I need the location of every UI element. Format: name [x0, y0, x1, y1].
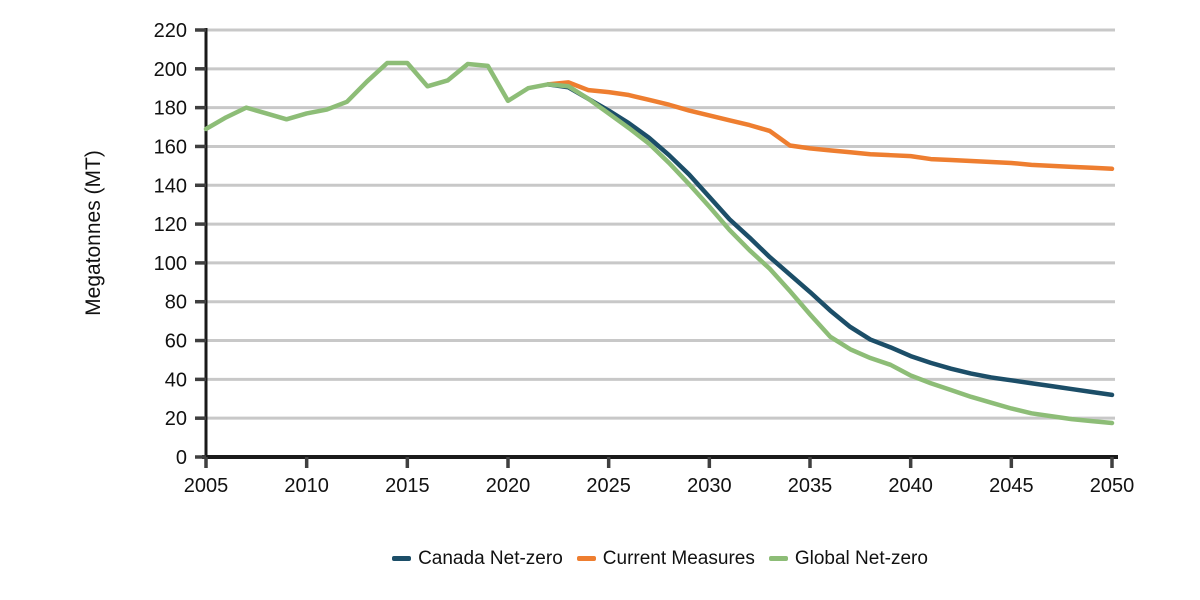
x-tick-labels: 2005 2010 2015 2020 2025 2030 2035 2040 2045 2050 [184, 475, 1135, 497]
svg-text:0: 0 [176, 447, 187, 469]
legend-item-global-net-zero: Global Net-zero [768, 547, 928, 569]
line-canada-net-zero [546, 82, 1115, 398]
svg-text:20: 20 [165, 408, 187, 430]
y-axis-title: Megatonnes (MT) [82, 150, 105, 316]
svg-text:60: 60 [165, 331, 187, 353]
svg-text:2045: 2045 [989, 475, 1034, 497]
svg-text:2050: 2050 [1090, 475, 1135, 497]
svg-text:180: 180 [154, 98, 187, 120]
svg-text:2035: 2035 [788, 475, 833, 497]
svg-text:2015: 2015 [385, 475, 430, 497]
y-tick-labels: 0 20 40 60 80 100 120 140 160 180 200 220 [154, 20, 187, 469]
axes [202, 28, 1118, 459]
series-lines [203, 60, 1115, 426]
svg-text:140: 140 [154, 175, 187, 197]
svg-text:2040: 2040 [888, 475, 933, 497]
svg-text:2020: 2020 [486, 475, 531, 497]
svg-text:2025: 2025 [586, 475, 631, 497]
legend-label-canada-net-zero: Canada Net-zero [418, 547, 563, 569]
line-current-measures [546, 80, 1115, 172]
legend-dash-global-net-zero-icon [768, 555, 788, 561]
svg-text:2010: 2010 [284, 475, 329, 497]
svg-text:120: 120 [154, 214, 187, 236]
legend-label-current-measures: Current Measures [602, 547, 755, 569]
svg-text:80: 80 [165, 292, 187, 314]
legend-dash-current-measures-icon [576, 555, 596, 561]
axis-ticks [195, 28, 1114, 468]
legend-item-current-measures: Current Measures [576, 547, 755, 569]
line-global-net-zero [203, 60, 1115, 426]
legend-label-global-net-zero: Global Net-zero [794, 547, 928, 569]
svg-text:220: 220 [154, 20, 187, 42]
y-gridlines [206, 28, 1115, 420]
svg-text:100: 100 [154, 253, 187, 275]
legend-item-canada-net-zero: Canada Net-zero [392, 549, 563, 568]
svg-text:200: 200 [154, 59, 187, 81]
svg-text:2030: 2030 [687, 475, 732, 497]
chart-legend: Canada Net-zero Current Measures Global … [206, 544, 1114, 572]
svg-text:2005: 2005 [184, 475, 229, 497]
legend-dash-canada-net-zero-icon [392, 555, 412, 561]
svg-text:160: 160 [154, 136, 187, 158]
svg-text:40: 40 [165, 369, 187, 391]
